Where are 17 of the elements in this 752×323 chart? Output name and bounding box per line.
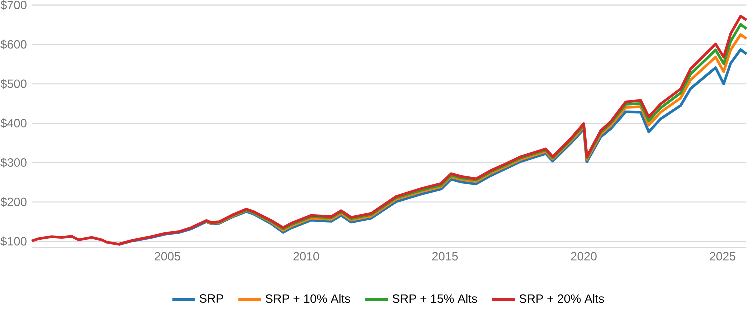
- y-tick-label: $200: [0, 197, 27, 207]
- line-series: [30, 14, 748, 246]
- legend-label: SRP + 15% Alts: [392, 294, 478, 303]
- legend-label: SRP: [200, 294, 224, 303]
- x-tick-label: 2010: [294, 252, 320, 261]
- legend-label: SRP + 20% Alts: [520, 294, 604, 303]
- y-tick-label: $400: [0, 118, 27, 128]
- y-tick-label: $700: [0, 0, 27, 10]
- x-tick-label: 2005: [154, 252, 180, 261]
- y-tick-label: $500: [0, 79, 27, 89]
- x-tick-label: 2025: [710, 252, 736, 261]
- x-tick-label: 2020: [571, 252, 597, 261]
- y-tick-label: $600: [0, 40, 27, 50]
- y-tick-label: $300: [0, 158, 27, 168]
- legend-label: SRP + 10% Alts: [266, 294, 350, 303]
- x-tick-label: 2015: [432, 252, 458, 261]
- y-tick-label: $100: [0, 236, 27, 246]
